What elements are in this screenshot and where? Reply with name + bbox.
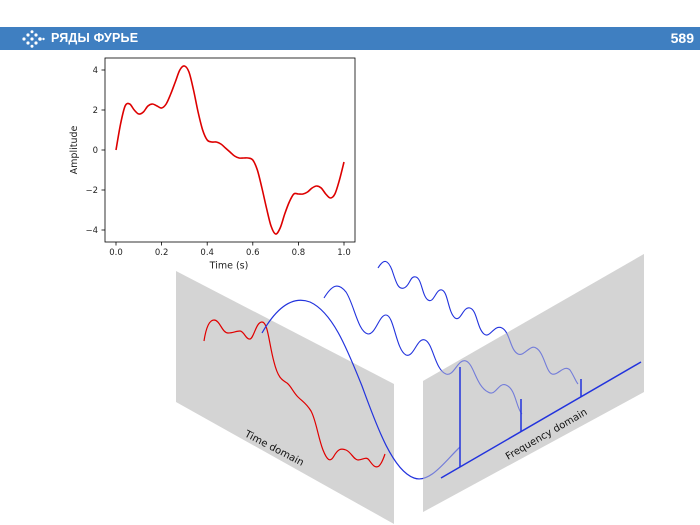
frequency-domain-panel bbox=[423, 254, 644, 512]
x-tick-label: 0.0 bbox=[109, 248, 123, 258]
time-domain-panel bbox=[176, 271, 394, 524]
signal-line bbox=[115, 65, 345, 235]
x-tick-label: 0.2 bbox=[155, 248, 169, 258]
x-tick-label: 0.8 bbox=[292, 248, 306, 258]
fourier-3d-diagram: Time domain Frequency domain bbox=[176, 254, 644, 524]
third-harmonic-wave bbox=[377, 260, 579, 385]
x-axis-ticks: 0.0 0.2 0.4 0.6 0.8 1.0 bbox=[109, 242, 351, 258]
y-tick-label: −2 bbox=[85, 186, 98, 196]
y-axis-ticks: 4 2 0 −2 −4 bbox=[85, 66, 105, 236]
y-tick-label: 4 bbox=[93, 66, 98, 76]
section-title: РЯДЫ ФУРЬЕ bbox=[51, 31, 139, 45]
frequency-axis bbox=[440, 361, 642, 479]
y-tick-label: 0 bbox=[93, 146, 98, 156]
x-tick-label: 0.6 bbox=[246, 248, 260, 258]
plot-frame bbox=[104, 57, 356, 243]
y-tick-label: −4 bbox=[85, 226, 98, 236]
chevrons-right-icon bbox=[22, 30, 45, 48]
header-bar: РЯДЫ ФУРЬЕ 589 bbox=[0, 27, 700, 50]
second-harmonic-wave bbox=[323, 285, 523, 415]
fundamental-wave bbox=[261, 299, 461, 480]
page-number: 589 bbox=[670, 30, 694, 46]
x-tick-label: 1.0 bbox=[337, 248, 351, 258]
x-axis-label: Time (s) bbox=[209, 261, 249, 272]
y-axis-label: Amplitude bbox=[69, 126, 80, 175]
x-tick-label: 0.4 bbox=[200, 248, 214, 258]
frequency-panel-overlay bbox=[423, 254, 644, 512]
amplitude-chart: 0.0 0.2 0.4 0.6 0.8 1.0 4 2 0 −2 −4 Time (s) Ampl… bbox=[69, 57, 356, 272]
y-tick-label: 2 bbox=[93, 106, 98, 116]
time-domain-signal bbox=[203, 319, 386, 468]
